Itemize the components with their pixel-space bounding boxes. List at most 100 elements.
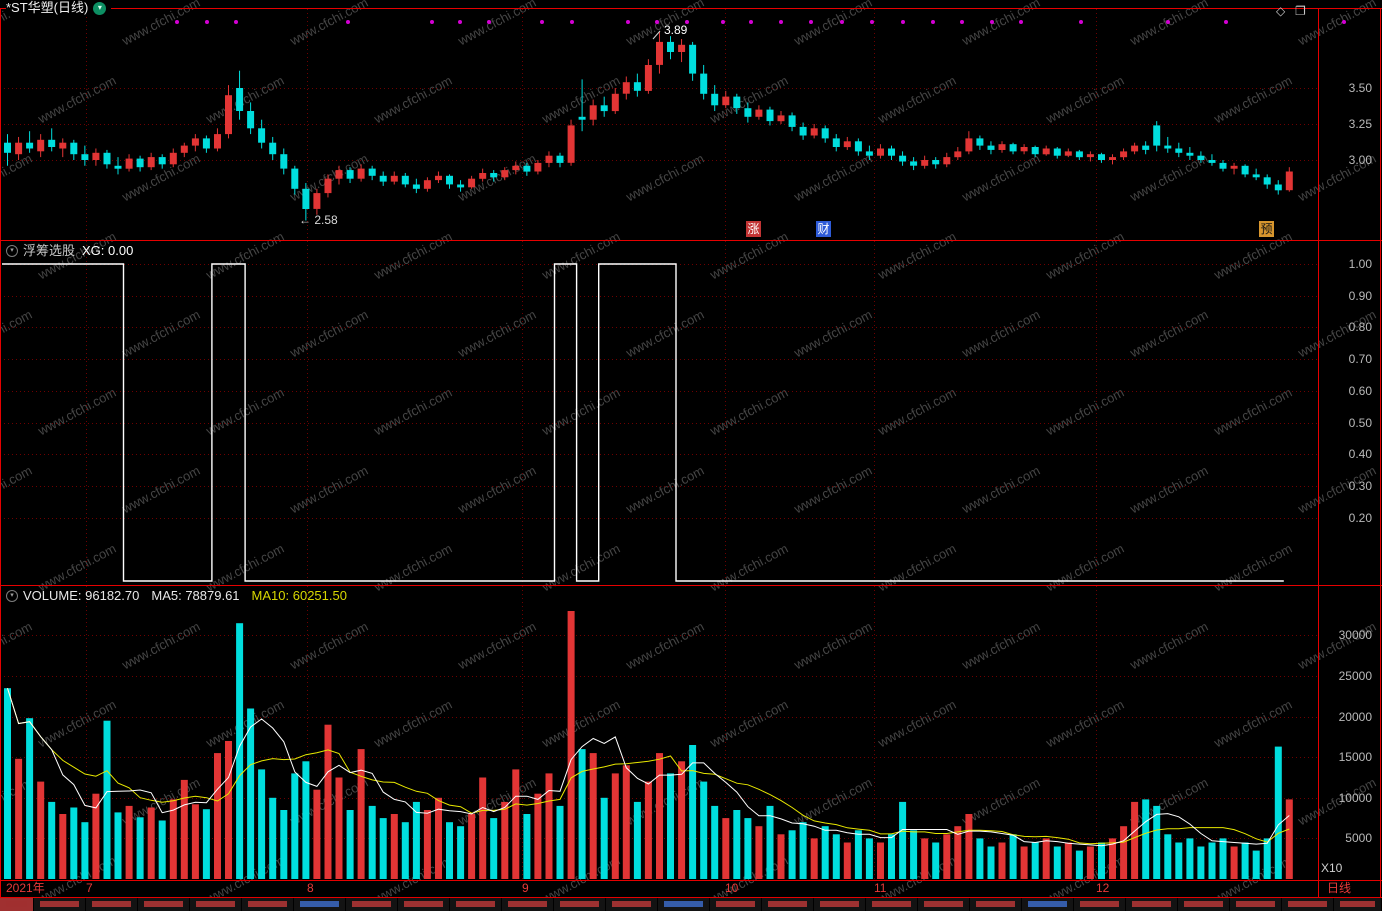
bottom-tab-stub[interactable]: [918, 898, 970, 911]
volume-bar: [943, 834, 951, 879]
bottom-tab-stub[interactable]: [294, 898, 346, 911]
candle-body: [1031, 147, 1039, 155]
indicator-axis-tick: 0.70: [1348, 352, 1372, 367]
volume-bar: [954, 826, 962, 879]
bottom-tab-stub[interactable]: [866, 898, 918, 911]
indicator-axis-tick: 0.60: [1348, 383, 1372, 398]
volume-ma5: MA5: 78879.61: [151, 587, 240, 603]
indicator-collapse-icon[interactable]: ▾: [6, 244, 18, 257]
bottom-tab-stub[interactable]: [502, 898, 554, 911]
event-badge[interactable]: 涨: [746, 221, 761, 237]
bottom-tab-stub[interactable]: [450, 898, 502, 911]
candle-body: [1042, 148, 1050, 155]
x-axis-month: 10: [725, 881, 739, 895]
event-marker-dot: [234, 20, 238, 24]
bottom-tab-stub[interactable]: [34, 898, 86, 911]
indicator-axis-tick: 0.40: [1348, 447, 1372, 462]
bottom-tab-stub[interactable]: [138, 898, 190, 911]
candle-body: [423, 180, 431, 189]
event-marker-dot: [840, 20, 844, 24]
candle-body: [92, 152, 100, 160]
bottom-tab-stub[interactable]: [1334, 898, 1382, 911]
volume-bar: [534, 793, 542, 879]
event-marker-dot: [749, 20, 753, 24]
event-marker-dot: [346, 20, 350, 24]
event-marker-dot: [458, 20, 462, 24]
volume-bar: [600, 797, 608, 879]
bottom-tab-stub[interactable]: [1022, 898, 1074, 911]
bottom-tab-stub[interactable]: [398, 898, 450, 911]
volume-bar: [644, 781, 652, 879]
candle-body: [899, 155, 907, 162]
volume-label-row: ▾ VOLUME: 96182.70 MA5: 78879.61 MA10: 6…: [6, 588, 347, 603]
candle-body: [258, 128, 266, 143]
candle-body: [335, 170, 343, 179]
volume-bar: [368, 805, 376, 879]
event-marker-dot: [1019, 20, 1023, 24]
bottom-tab-stub[interactable]: [606, 898, 658, 911]
volume-bar: [865, 838, 873, 879]
volume-ma10: MA10: 60251.50: [251, 587, 347, 603]
event-badge[interactable]: 财: [816, 221, 831, 237]
event-marker-dot: [626, 20, 630, 24]
bottom-tab-stub[interactable]: [710, 898, 762, 911]
bottom-tab-stub[interactable]: [970, 898, 1022, 911]
bottom-tab-stub[interactable]: [1178, 898, 1230, 911]
candle-body: [545, 155, 553, 163]
volume-bar: [346, 810, 354, 879]
candle-body: [700, 73, 708, 94]
volume-bar: [247, 708, 255, 879]
candle-body: [1252, 174, 1260, 178]
bottom-tab-stub[interactable]: [1074, 898, 1126, 911]
bottom-tab-stub[interactable]: [762, 898, 814, 911]
bottom-tab-stub[interactable]: [0, 898, 34, 911]
bottom-tab-stub[interactable]: [554, 898, 606, 911]
candle-body: [788, 115, 796, 127]
volume-bar: [556, 805, 564, 879]
event-marker-dot: [430, 20, 434, 24]
volume-bar: [998, 842, 1006, 879]
candle-body: [656, 41, 663, 65]
volume-bar: [932, 842, 940, 879]
volume-collapse-icon[interactable]: ▾: [6, 589, 18, 602]
bottom-tab-stub[interactable]: [1282, 898, 1334, 911]
volume-bar: [390, 814, 398, 879]
symbol-title-text: *ST华塑(日线): [6, 0, 89, 15]
candle-body: [667, 41, 674, 52]
bottom-tab-stub[interactable]: [1126, 898, 1178, 911]
bottom-tab-stub[interactable]: [242, 898, 294, 911]
favorite-diamond-icon[interactable]: ◇: [1276, 4, 1286, 18]
symbol-dropdown-icon[interactable]: ▾: [93, 1, 107, 15]
bottom-tab-stub[interactable]: [658, 898, 710, 911]
volume-bar: [479, 777, 487, 879]
candle-body: [854, 141, 862, 152]
bottom-tab-stub[interactable]: [190, 898, 242, 911]
bottom-tab-stub[interactable]: [1230, 898, 1282, 911]
volume-bar: [611, 773, 619, 879]
candle-body: [4, 142, 11, 153]
event-badge[interactable]: 预: [1259, 221, 1274, 237]
candle-body: [766, 109, 774, 122]
volume-bar: [1219, 838, 1227, 879]
bottom-tab-stub[interactable]: [814, 898, 866, 911]
candle-body: [390, 175, 398, 182]
low-price-annotation: ← 2.58: [299, 213, 338, 227]
x-axis-month: 8: [307, 881, 314, 895]
volume-bar: [821, 826, 829, 879]
candle-body: [15, 142, 23, 155]
candle-body: [1219, 162, 1227, 169]
layout-windows-icon[interactable]: ❐: [1295, 4, 1306, 18]
candle-body: [722, 96, 730, 106]
candle-body: [435, 175, 442, 181]
volume-bar: [490, 818, 498, 879]
candle-body: [490, 173, 498, 178]
volume-bar: [169, 799, 177, 879]
bottom-tab-stub[interactable]: [86, 898, 138, 911]
volume-bar: [468, 814, 476, 879]
bottom-tab-stub[interactable]: [346, 898, 398, 911]
price-axis-tick: 3.25: [1348, 117, 1372, 131]
indicator-value: XG: 0.00: [82, 242, 134, 258]
volume-bar: [302, 761, 310, 879]
candle-body: [744, 108, 752, 117]
